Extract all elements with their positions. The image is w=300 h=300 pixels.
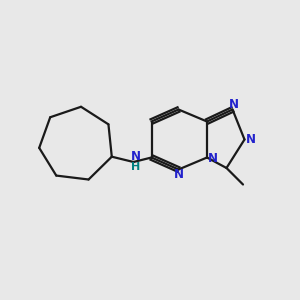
Text: N: N — [246, 133, 256, 146]
Text: N: N — [131, 150, 141, 163]
Text: N: N — [173, 168, 184, 182]
Text: N: N — [207, 152, 218, 166]
Text: H: H — [131, 161, 140, 172]
Text: N: N — [229, 98, 239, 111]
